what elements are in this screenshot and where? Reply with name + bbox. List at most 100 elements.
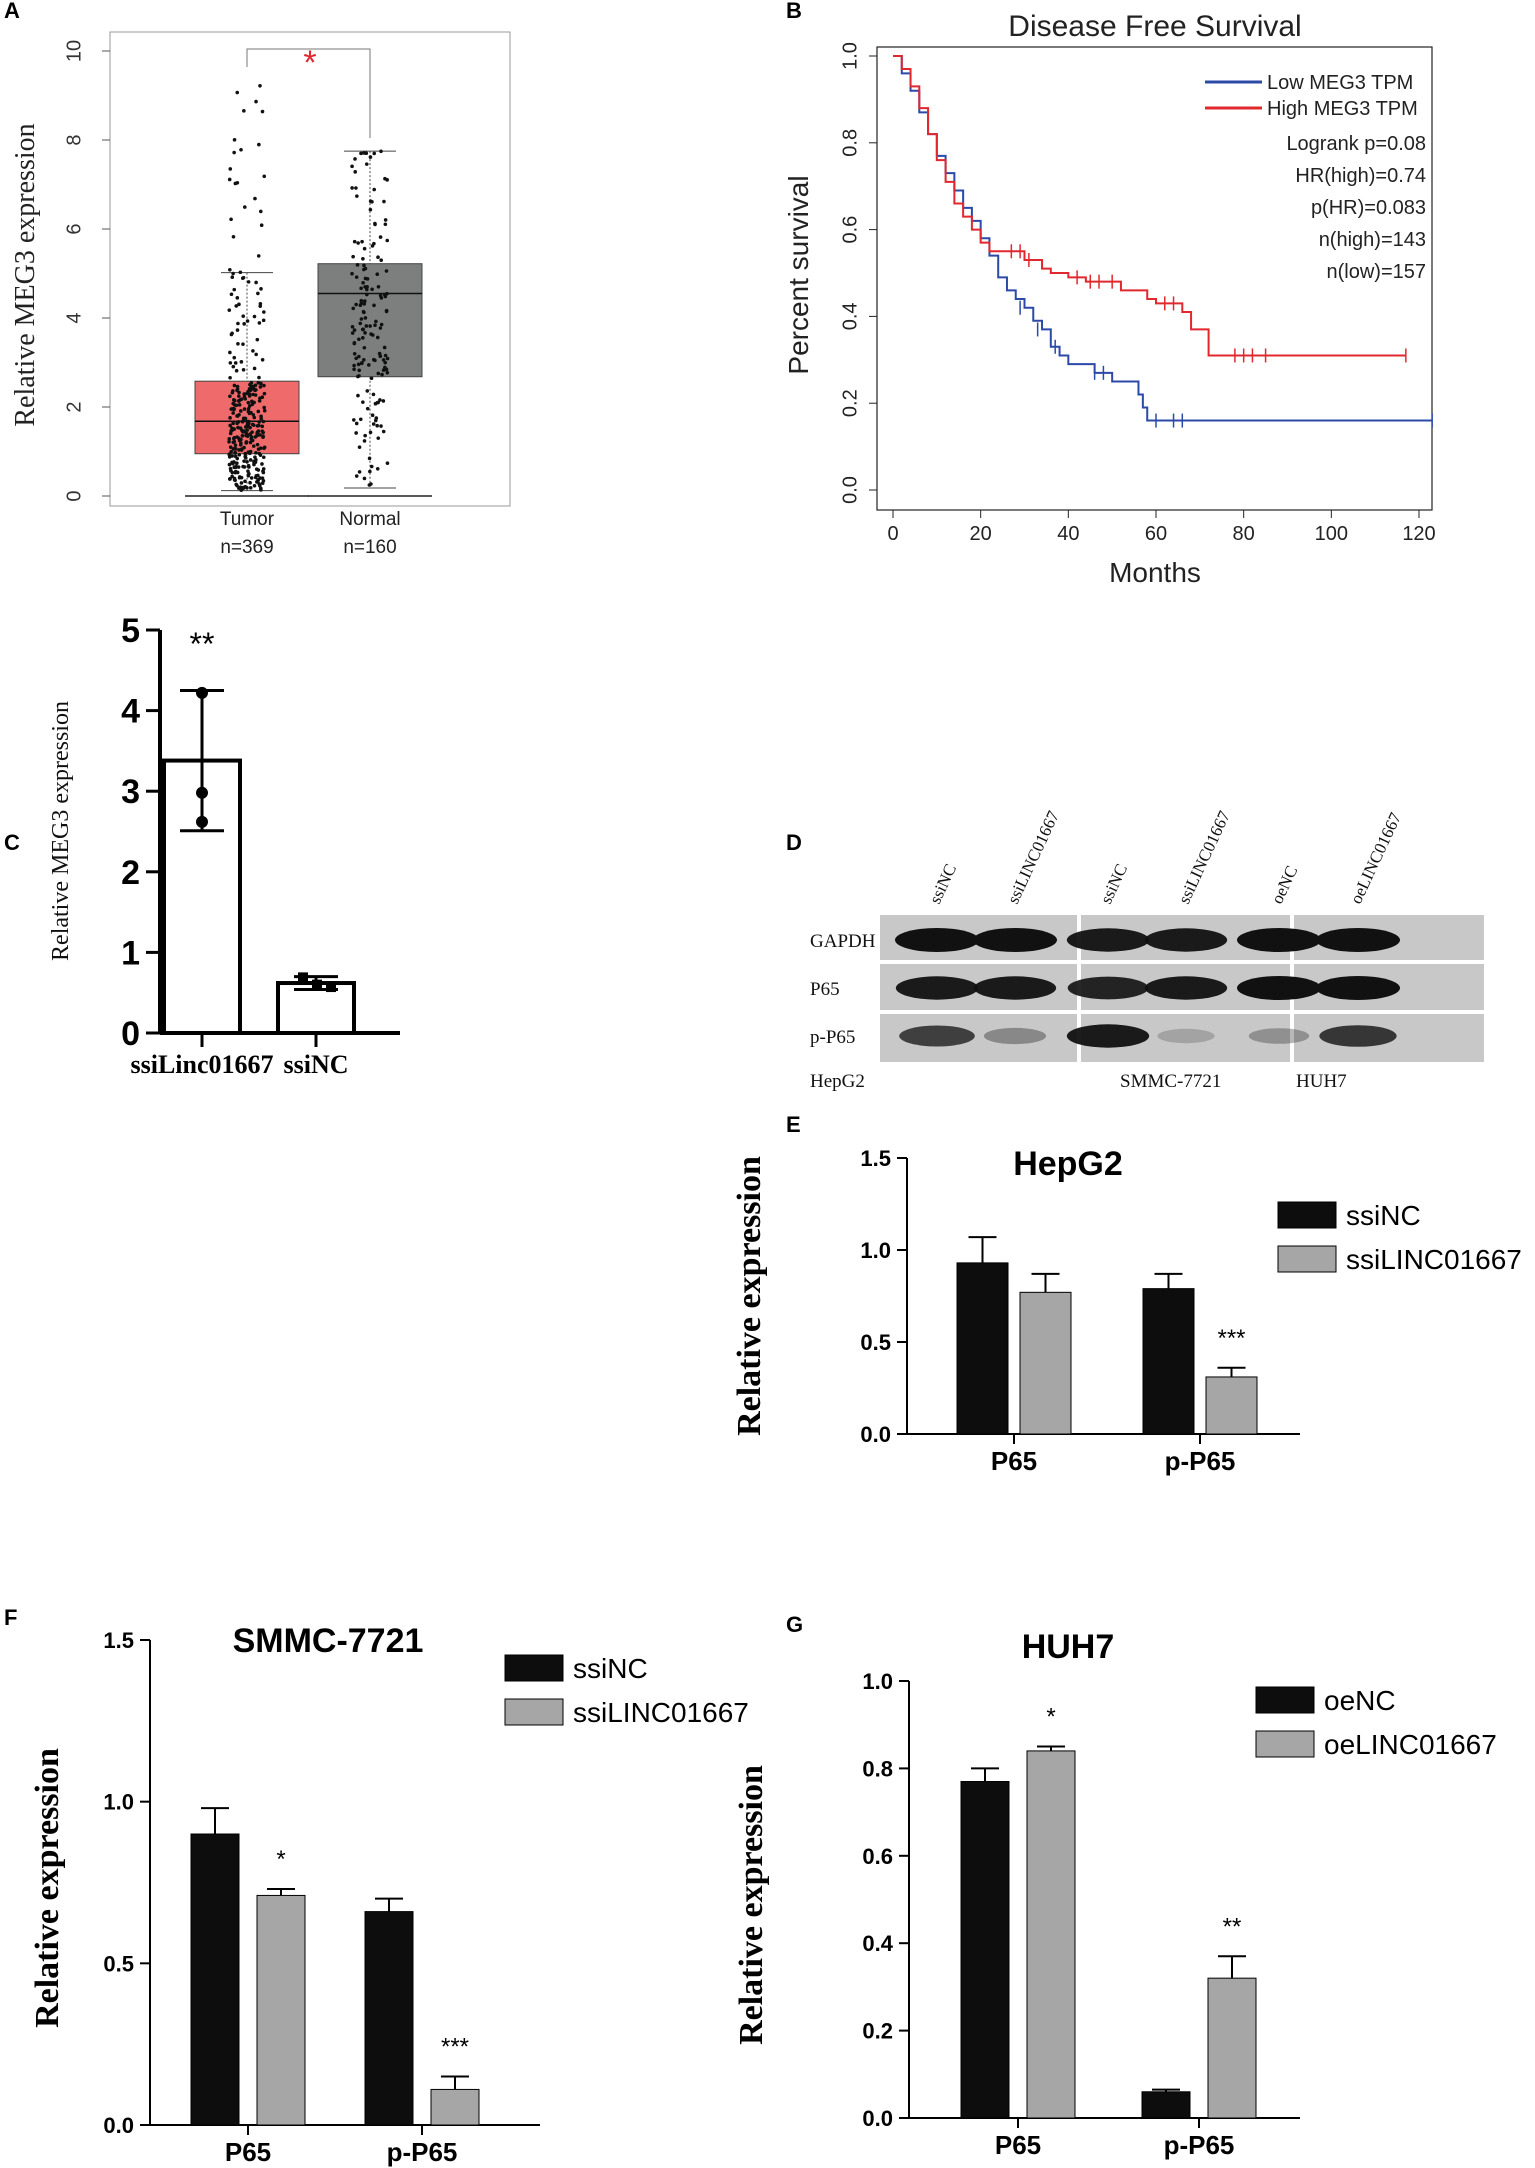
- data-point: [252, 415, 257, 420]
- data-point: [233, 465, 238, 469]
- blot-band: [1066, 1024, 1150, 1048]
- data-point: [356, 362, 361, 367]
- data-point: [367, 363, 371, 367]
- data-point: [242, 394, 247, 399]
- significance-bracket: [246, 48, 371, 138]
- data-point: [350, 324, 355, 329]
- data-point: [378, 354, 383, 358]
- data-point: [233, 454, 238, 459]
- data-point: [230, 390, 235, 395]
- data-point: [362, 299, 367, 303]
- data-point: [382, 199, 386, 204]
- legend-label: oeNC: [1324, 1685, 1396, 1716]
- blot-lane-label: ssiNC: [1096, 861, 1131, 907]
- blot-band: [973, 976, 1057, 1000]
- data-point: [260, 481, 265, 486]
- x-tick-label: 20: [970, 523, 992, 545]
- data-point: [362, 246, 367, 251]
- data-point: [350, 164, 354, 169]
- data-point: [260, 109, 265, 114]
- significance-label: ***: [1217, 1325, 1245, 1352]
- data-point: [357, 470, 362, 474]
- data-point: [381, 368, 386, 372]
- data-point: [247, 451, 252, 456]
- data-point: [253, 196, 257, 201]
- data-point: [373, 358, 377, 363]
- significance-label: *: [1046, 1704, 1055, 1731]
- blot-lane-label: ssiNC: [925, 861, 960, 907]
- data-point: [378, 398, 382, 402]
- data-point: [245, 459, 249, 464]
- data-point: [356, 241, 360, 245]
- data-point: [232, 435, 237, 440]
- blot-row-label: p-P65: [810, 1027, 855, 1048]
- data-point: [255, 424, 260, 428]
- data-point: [227, 462, 232, 467]
- y-tick-label: 0: [63, 490, 85, 501]
- legend-label: ssiNC: [1346, 1200, 1421, 1231]
- y-tick-label: 2: [121, 854, 140, 892]
- x-tick-label: 0: [887, 523, 898, 545]
- blot-band: [1157, 1028, 1215, 1044]
- blot-row-label: P65: [810, 979, 840, 1000]
- x-tick-label: P65: [995, 2130, 1041, 2160]
- data-point: [355, 194, 359, 198]
- data-point: [381, 429, 386, 434]
- panel-a-boxplot: 0 2 4 6 8 10 Relative MEG3 expression Tumor n=36…: [10, 31, 511, 558]
- data-point: [228, 423, 232, 428]
- data-point: [227, 177, 232, 182]
- data-point: [352, 363, 356, 368]
- data-point: [351, 254, 355, 259]
- data-point: [258, 385, 263, 389]
- data-point: [227, 452, 232, 456]
- bar-ssilinc01667-p65: [256, 1894, 306, 2126]
- data-point: [385, 356, 390, 361]
- data-point: [365, 406, 370, 411]
- data-point: [242, 465, 247, 469]
- data-point: [375, 272, 380, 277]
- data-point: [372, 241, 376, 246]
- data-point: [241, 314, 246, 318]
- replicate-point: [326, 982, 336, 993]
- data-point: [233, 443, 238, 447]
- y-tick-label: 1.0: [103, 1790, 134, 1815]
- data-point: [256, 409, 261, 414]
- data-point: [231, 411, 235, 415]
- data-point: [258, 301, 263, 306]
- data-point: [254, 352, 258, 357]
- data-point: [361, 256, 365, 261]
- bar-ssinc-p-p65: [1142, 1288, 1195, 1435]
- data-point: [375, 335, 380, 340]
- data-point: [237, 302, 241, 307]
- data-point: [230, 474, 234, 479]
- data-point: [230, 275, 235, 280]
- y-tick-label: 0.2: [839, 389, 861, 417]
- x-tick-label: p-P65: [1164, 2130, 1235, 2160]
- data-point: [364, 287, 369, 292]
- data-point: [368, 469, 372, 474]
- data-point: [242, 392, 246, 396]
- y-tick-label: 0.5: [103, 1951, 134, 1976]
- y-axis-title: Percent survival: [783, 175, 814, 374]
- data-point: [243, 456, 248, 460]
- bar-ssinc-p-p65: [364, 1911, 414, 2126]
- legend-swatch: [504, 1698, 564, 1726]
- replicate-point: [196, 686, 208, 699]
- data-point: [243, 479, 247, 484]
- x-tick-label: p-P65: [1165, 1446, 1236, 1476]
- data-point: [251, 444, 256, 448]
- chart-title: HepG2: [1013, 1145, 1123, 1183]
- data-point: [364, 151, 369, 156]
- data-point: [362, 302, 367, 306]
- data-point: [257, 482, 262, 486]
- survival-curve-high: [893, 55, 1406, 357]
- data-point: [357, 354, 361, 359]
- data-point: [246, 280, 251, 284]
- data-point: [361, 336, 365, 340]
- data-point: [361, 280, 365, 285]
- data-point: [362, 476, 367, 481]
- data-point: [255, 442, 260, 447]
- data-point: [252, 483, 257, 488]
- data-point: [229, 332, 234, 337]
- data-point: [357, 337, 361, 342]
